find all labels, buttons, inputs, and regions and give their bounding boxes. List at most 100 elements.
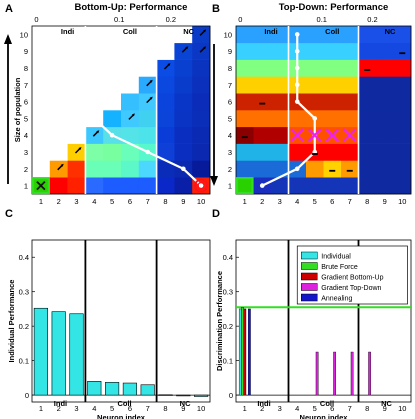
panel-a-x-marker — [36, 180, 46, 191]
heatmap-b-cell — [288, 110, 307, 128]
heatmap-b-cell — [376, 110, 394, 128]
panel-c-x-tick: 1 — [39, 404, 43, 413]
panel-b-group-label: Indi — [264, 27, 277, 36]
heatmap-a-cell — [32, 42, 51, 60]
panel-a-top-tick: 0.1 — [114, 15, 124, 24]
heatmap-a-cell — [67, 42, 86, 60]
heatmap-b-cell — [376, 126, 394, 144]
panel-a-top-tick: 0 — [34, 15, 38, 24]
heatmap-a-cell — [32, 93, 51, 111]
heatmap-a-cell — [192, 93, 211, 111]
panel-c-y-tick: 0.4 — [19, 253, 29, 262]
heatmap-b-cell — [306, 160, 324, 178]
heatmap-a-cell — [121, 93, 140, 111]
heatmap-b-cell — [253, 143, 272, 161]
panel-a-gradient-mark-head — [203, 46, 207, 50]
panel-a-title: Bottom-Up: Performance — [75, 2, 188, 13]
heatmap-b-cell — [323, 59, 342, 77]
heatmap-b-cell — [271, 160, 289, 178]
panel-c-bar — [105, 382, 120, 396]
panel-c-x-tick: 7 — [146, 404, 150, 413]
heatmap-a-cell — [156, 76, 175, 94]
heatmap-a-cell — [138, 110, 157, 128]
heatmap-a-cell — [32, 143, 51, 161]
heatmap-b-cell — [253, 42, 272, 60]
heatmap-a-cell — [121, 42, 140, 60]
panel-d-y-tick: 0.1 — [223, 357, 233, 366]
heatmap-a-cell — [49, 76, 68, 94]
heatmap-a-cell — [121, 76, 140, 94]
panel-c-group-label: Coll — [117, 399, 131, 408]
panel-letter-c: C — [5, 208, 13, 220]
panel-d-x-tick: 5 — [313, 404, 317, 413]
heatmap-b-cell — [393, 126, 412, 144]
panel-a-x-tick: 3 — [74, 197, 78, 206]
panel-c-bar — [176, 394, 191, 397]
heatmap-a-cell — [49, 110, 68, 128]
heatmap-b-cell — [271, 59, 289, 77]
panel-b-x-marker — [325, 128, 340, 142]
heatmap-b-cell — [358, 177, 377, 195]
panel-a-size-arrow-head — [4, 34, 12, 44]
heatmap-b-cell — [271, 177, 289, 195]
panel-a-group-label: Coll — [123, 27, 137, 36]
panel-c-x-tick: 2 — [57, 404, 61, 413]
heatmap-b-cell — [341, 143, 359, 161]
panel-a-ylabel: Size of population — [13, 77, 22, 142]
panel-a-path-point — [181, 166, 186, 172]
heatmap-a-cell — [85, 26, 104, 44]
heatmap-a-cell — [138, 160, 157, 178]
heatmap-b-cell — [271, 143, 289, 161]
heatmap-a-cell — [103, 42, 122, 60]
panel-a-y-tick: 6 — [24, 98, 28, 107]
panel-b-x-tick: 3 — [278, 197, 282, 206]
panel-c-x-tick: 6 — [128, 404, 132, 413]
heatmap-b-cell — [236, 177, 254, 195]
panel-a-x-tick: 5 — [110, 197, 114, 206]
heatmap-a-cell — [192, 143, 211, 161]
heatmap-b-cell — [323, 76, 342, 94]
panel-d-x-tick: 10 — [398, 404, 406, 413]
panel-d-x-tick: 9 — [383, 404, 387, 413]
heatmap-a-cell — [67, 76, 86, 94]
heatmap-b-cell — [376, 93, 394, 111]
panel-d-y-tick: 0.3 — [223, 288, 233, 297]
panel-b-title: Top-Down: Performance — [279, 2, 389, 13]
panel-a-x-tick: 6 — [128, 197, 132, 206]
panel-a-gradient-mark-head — [167, 63, 171, 66]
heatmap-a-cell — [32, 110, 51, 128]
heatmap-a-cell — [32, 76, 51, 94]
panel-a-path-point — [56, 48, 61, 54]
heatmap-b-cell — [236, 93, 254, 111]
panel-b-top-down-path — [261, 34, 316, 187]
panel-a-group-label: NC — [183, 27, 194, 36]
panel-c-group-label: Indi — [54, 399, 67, 408]
heatmap-a-cell — [67, 93, 86, 111]
heatmap-b-cell — [236, 143, 254, 161]
heatmap-a-cell — [32, 59, 51, 77]
panel-c-ylabel: Individual Performance — [7, 280, 16, 363]
panel-c-y-tick: 0.3 — [19, 288, 29, 297]
panel-d-bar — [241, 307, 244, 396]
heatmap-b-cell — [376, 59, 394, 77]
heatmap-a-cell — [174, 110, 193, 128]
heatmap-b-cell — [323, 110, 342, 128]
panel-a-gradient-mark-head — [78, 147, 82, 150]
panel-b-path-point — [294, 65, 300, 71]
panel-a-gradient-mark-head — [203, 29, 207, 33]
panel-a-brute-force-box — [31, 177, 50, 195]
panel-b-y-tick: 1 — [228, 182, 232, 191]
panel-a-path-point — [109, 132, 115, 138]
panel-d-bar — [350, 351, 354, 396]
heatmap-a-cell — [192, 126, 211, 144]
heatmap-a-cell — [103, 26, 122, 44]
heatmap-b-cell — [306, 59, 324, 77]
panel-a-group-label: Indi — [61, 27, 74, 36]
panel-d-bar — [368, 351, 371, 396]
heatmap-a-cell — [121, 126, 140, 144]
panel-d-legend-swatch — [301, 283, 318, 291]
heatmap-b-cell — [376, 76, 394, 94]
heatmap-a-cell — [121, 59, 140, 77]
panel-a-frame — [31, 25, 211, 195]
